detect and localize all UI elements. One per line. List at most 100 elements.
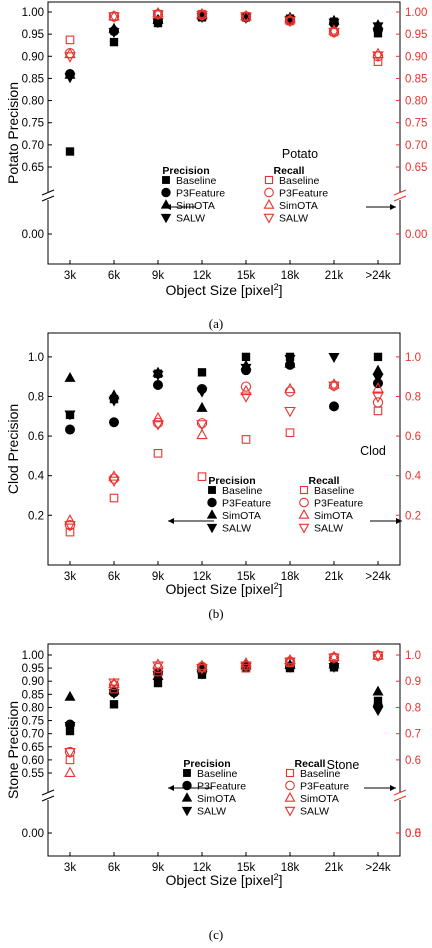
data-point-recall-simota xyxy=(108,10,120,21)
y-tick-label-left: 0.95 xyxy=(22,29,44,41)
legend-precision-marker xyxy=(181,806,193,817)
y-tick-label-right: 0.7 xyxy=(405,729,421,741)
legend-precision-marker xyxy=(208,486,216,494)
chart-panel-2: 0.2 0.4 0.6 0.8 1.0 0.2 0.4 0.6 0.8 1.0 3k 6k 9k 12k 1… xyxy=(5,332,422,621)
data-point-precision-salw xyxy=(372,22,384,33)
y-tick-label-left: 0.75 xyxy=(22,716,44,728)
legend-recall-label: Baseline xyxy=(300,768,340,780)
x-tick-label: >24k xyxy=(365,862,391,874)
axis-break-mark xyxy=(393,789,407,796)
legend-recall-label: P3Feature xyxy=(314,498,363,510)
legend-precision-label: SALW xyxy=(176,213,205,225)
legend-recall-marker xyxy=(285,768,295,778)
data-point-recall-simota xyxy=(64,514,76,525)
legend-recall-marker xyxy=(264,175,274,185)
legend-recall-header: Recall xyxy=(295,758,326,770)
legend-precision-label: SimOTA xyxy=(222,510,261,522)
legend-recall-label: P3Feature xyxy=(300,781,349,793)
data-point-recall-simota xyxy=(284,13,296,24)
data-point-recall-baseline xyxy=(109,684,119,694)
y-tick-label-right: 0.5 xyxy=(405,828,421,840)
data-point-recall-salw xyxy=(152,661,164,672)
y-tick-label-left: 1.0 xyxy=(28,352,44,364)
panel-caption: (c) xyxy=(209,927,223,942)
y-axis-title: Potato Precision xyxy=(5,82,21,184)
axis-break-gap xyxy=(394,192,406,200)
y-tick-label-left: 0.95 xyxy=(22,663,44,675)
y-tick-label-left: 0.70 xyxy=(22,140,44,152)
data-point-precision-simota xyxy=(64,371,76,382)
y-tick-label-left: 0.75 xyxy=(22,118,44,130)
y-tick-label-right: 1.0 xyxy=(405,352,421,364)
x-tick-label: 3k xyxy=(64,270,76,282)
data-point-precision-salw xyxy=(64,73,76,84)
legend-recall-marker xyxy=(298,508,310,519)
data-point-precision-baseline xyxy=(109,37,119,47)
legend-precision-label: P3Feature xyxy=(176,188,225,200)
x-axis-title: Object Size [pixel2] xyxy=(165,581,282,597)
data-point-recall-salw xyxy=(240,392,252,403)
data-point-recall-baseline xyxy=(109,493,119,503)
data-point-recall-p3feature xyxy=(196,418,208,429)
legend-recall-marker xyxy=(298,523,310,534)
axis-break-mark xyxy=(41,789,55,796)
y-tick-label-right: 0.70 xyxy=(405,140,427,152)
x-tick-label: 15k xyxy=(237,270,256,282)
data-point-recall-simota xyxy=(328,24,340,35)
data-point-recall-simota xyxy=(284,653,296,665)
data-point-recall-baseline xyxy=(65,35,75,45)
data-point-recall-baseline xyxy=(285,428,295,438)
arrow-head xyxy=(168,785,174,791)
x-tick-label: 15k xyxy=(237,862,256,874)
data-point-recall-salw xyxy=(372,51,384,62)
data-point-precision-p3feature xyxy=(328,401,339,412)
legend-recall-marker xyxy=(299,497,309,508)
x-tick-label: 18k xyxy=(281,862,300,874)
legend-precision-label: SALW xyxy=(222,523,251,535)
data-point-recall-p3feature xyxy=(108,680,120,691)
y-tick-label-right: 0.0 xyxy=(405,828,421,840)
plot-frame xyxy=(47,1,401,265)
legend-recall-label: SALW xyxy=(279,213,308,225)
y-tick-label-left: 0.8 xyxy=(28,391,44,403)
legend-precision-header: Precision xyxy=(183,758,230,770)
data-point-recall-salw xyxy=(328,653,340,665)
legend-recall-marker xyxy=(285,780,295,791)
plot-inset-title: Clod xyxy=(360,444,386,458)
legend-precision-label: SimOTA xyxy=(197,793,236,805)
data-point-precision-salw xyxy=(372,706,384,717)
y-tick-label-right: 0.6 xyxy=(405,755,421,767)
data-point-precision-salw xyxy=(64,721,76,732)
x-tick-label: 6k xyxy=(108,862,120,874)
data-point-recall-p3feature xyxy=(108,473,120,484)
legend-precision-label: SimOTA xyxy=(176,200,215,212)
legend-recall-header: Recall xyxy=(309,475,340,487)
y-tick-label-left: 0.4 xyxy=(28,471,45,483)
data-point-recall-simota xyxy=(196,428,208,440)
y-tick-label-right: 0.2 xyxy=(405,510,421,522)
x-tick-label: 15k xyxy=(237,571,256,583)
legend-precision-label: P3Feature xyxy=(197,781,246,793)
x-tick-label: >24k xyxy=(365,571,391,583)
x-tick-label: 9k xyxy=(152,270,164,282)
legend-precision-marker xyxy=(207,497,217,508)
x-tick-label: 6k xyxy=(108,571,120,583)
legend-recall-label: Baseline xyxy=(314,485,354,497)
y-tick-label-left: 0.70 xyxy=(22,729,44,741)
data-point-precision-baseline xyxy=(65,147,75,156)
legend-precision-marker xyxy=(160,199,172,209)
legend-recall-marker xyxy=(264,187,274,198)
data-point-precision-salw xyxy=(328,18,340,29)
y-tick-label-right: 1.0 xyxy=(405,650,421,662)
legend-precision-label: P3Feature xyxy=(222,498,271,510)
x-tick-label: 6k xyxy=(108,270,120,282)
data-point-recall-simota xyxy=(152,6,164,18)
y-tick-label-left: 0.85 xyxy=(22,73,44,85)
legend-precision-label: SALW xyxy=(197,806,226,818)
legend-recall-label: SALW xyxy=(314,523,343,535)
data-point-precision-simota xyxy=(372,364,384,375)
axis-break-gap xyxy=(42,792,54,800)
y-axis-title: Stone Precision xyxy=(5,701,21,799)
data-point-recall-p3feature xyxy=(372,397,384,408)
y-tick-label-right: 1.00 xyxy=(405,7,427,19)
